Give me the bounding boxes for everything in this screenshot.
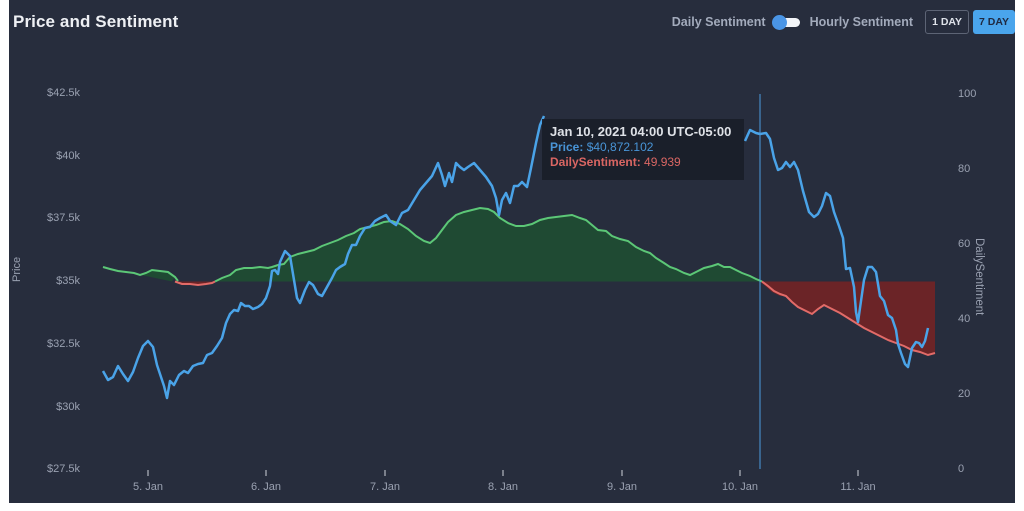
daily-sentiment-label[interactable]: Daily Sentiment <box>671 15 766 29</box>
x-tick-label: 7. Jan <box>370 481 400 493</box>
x-tick-label: 8. Jan <box>488 481 518 493</box>
tooltip-price-value: $40,872.102 <box>586 140 654 154</box>
x-axis-ticks <box>147 470 859 476</box>
sentiment-line-positive-2 <box>214 206 763 283</box>
y-tick-label: $37.5k <box>46 212 80 224</box>
chart-controls: Daily Sentiment Hourly Sentiment 1 DAY 7… <box>672 10 1015 34</box>
y-tick-label: $27.5k <box>46 463 80 475</box>
sentiment-positive-area <box>103 208 762 282</box>
y2-tick-label: 100 <box>958 88 977 100</box>
sentiment-line-negative-2 <box>761 280 936 357</box>
x-tick-label: 10. Jan <box>721 481 759 493</box>
y2-tick-label: 40 <box>958 313 971 325</box>
sentiment-negative-area <box>175 281 935 355</box>
tooltip-price-label: Price: <box>550 140 584 154</box>
range-7-day-button[interactable]: 7 DAY <box>973 10 1015 34</box>
hourly-sentiment-label[interactable]: Hourly Sentiment <box>809 15 914 29</box>
y2-tick-label: 60 <box>958 238 971 250</box>
x-tick-label: 5. Jan <box>133 481 163 493</box>
sentiment-line-negative <box>174 280 216 287</box>
y-tick-label: $32.5k <box>46 338 80 350</box>
tooltip-sentiment-value: 49.939 <box>644 155 681 169</box>
y-tick-label: $40k <box>56 150 80 162</box>
tooltip-price-row: Price: $40,872.102 <box>550 140 736 155</box>
toggle-knob[interactable] <box>771 15 787 30</box>
y-axis-title: Price <box>11 256 23 282</box>
y-tick-label: $35k <box>56 275 80 287</box>
tooltip-sentiment-row: DailySentiment: 49.939 <box>550 155 736 170</box>
y2-axis-title: DailySentiment <box>973 238 985 316</box>
y2-tick-label: 20 <box>958 388 971 400</box>
y-tick-label: $30k <box>56 401 80 413</box>
page-title: Price and Sentiment <box>13 12 179 31</box>
price-line-2 <box>743 128 930 369</box>
y2-tick-label: 80 <box>958 163 971 175</box>
chart-tooltip: Jan 10, 2021 04:00 UTC-05:00 Price: $40,… <box>542 119 744 180</box>
y-tick-label: $42.5k <box>46 87 80 99</box>
sentiment-line-positive <box>102 266 179 282</box>
tooltip-date: Jan 10, 2021 04:00 UTC-05:00 <box>550 124 732 139</box>
price-line <box>101 115 546 400</box>
tooltip-sentiment-label: DailySentiment: <box>550 155 641 169</box>
toggle-track <box>777 18 800 27</box>
sentiment-toggle[interactable] <box>771 15 802 30</box>
y2-tick-label: 0 <box>958 463 965 475</box>
x-tick-label: 6. Jan <box>251 481 281 493</box>
x-tick-label: 9. Jan <box>607 481 637 493</box>
range-1-day-button[interactable]: 1 DAY <box>925 10 970 34</box>
x-tick-label: 11. Jan <box>840 481 876 493</box>
